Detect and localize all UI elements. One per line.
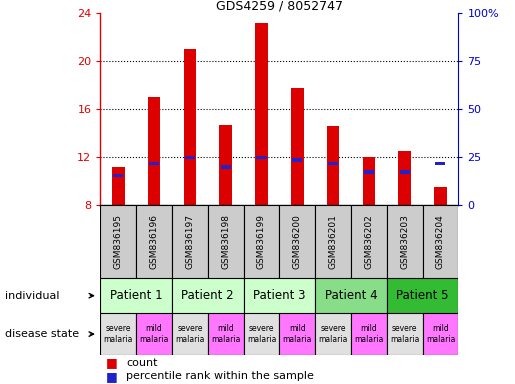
Bar [244, 313, 280, 355]
Text: mild
malaria: mild malaria [211, 324, 241, 344]
Text: severe
malaria: severe malaria [104, 324, 133, 344]
Bar [172, 205, 208, 278]
Bar [423, 313, 458, 355]
Bar [100, 313, 136, 355]
Bar [351, 313, 387, 355]
Text: GSM836201: GSM836201 [329, 215, 337, 269]
Text: severe
malaria: severe malaria [175, 324, 204, 344]
Bar [328, 162, 338, 166]
Text: severe
malaria: severe malaria [247, 324, 276, 344]
Bar [244, 205, 280, 278]
Text: mild
malaria: mild malaria [354, 324, 384, 344]
Bar [100, 278, 172, 313]
Bar [136, 205, 172, 278]
Bar [100, 205, 136, 278]
Text: GSM836202: GSM836202 [365, 215, 373, 269]
Bar [315, 205, 351, 278]
Bar [293, 158, 302, 162]
Bar [399, 151, 411, 205]
Bar [149, 162, 159, 166]
Bar [172, 278, 244, 313]
Bar [400, 170, 409, 174]
Bar [434, 187, 447, 205]
Text: GSM836198: GSM836198 [221, 214, 230, 270]
Text: GSM836197: GSM836197 [185, 214, 194, 270]
Bar [436, 162, 445, 166]
Bar [280, 205, 315, 278]
Bar [387, 205, 423, 278]
Bar [364, 170, 374, 174]
Bar [148, 98, 160, 205]
Text: percentile rank within the sample: percentile rank within the sample [126, 371, 314, 381]
Text: ■: ■ [106, 356, 117, 369]
Text: GSM836196: GSM836196 [150, 214, 159, 270]
Bar [185, 156, 195, 159]
Bar [113, 174, 123, 177]
Bar [315, 278, 387, 313]
Text: Patient 3: Patient 3 [253, 289, 305, 302]
Bar [244, 278, 315, 313]
Bar [208, 313, 244, 355]
Bar [136, 313, 172, 355]
Bar [291, 88, 303, 205]
Bar [256, 156, 266, 159]
Bar [363, 157, 375, 205]
Text: GSM836195: GSM836195 [114, 214, 123, 270]
Bar [172, 313, 208, 355]
Text: mild
malaria: mild malaria [283, 324, 312, 344]
Bar [351, 205, 387, 278]
Text: individual: individual [5, 291, 60, 301]
Bar [219, 125, 232, 205]
Text: GSM836203: GSM836203 [400, 215, 409, 269]
Text: GSM836204: GSM836204 [436, 215, 445, 269]
Bar [423, 205, 458, 278]
Bar [221, 165, 231, 169]
Bar [327, 126, 339, 205]
Bar [208, 205, 244, 278]
Text: severe
malaria: severe malaria [318, 324, 348, 344]
Text: Patient 4: Patient 4 [324, 289, 377, 302]
Bar [255, 23, 268, 205]
Bar [184, 50, 196, 205]
Text: ■: ■ [106, 370, 117, 383]
Bar [387, 313, 423, 355]
Title: GDS4259 / 8052747: GDS4259 / 8052747 [216, 0, 343, 12]
Text: Patient 5: Patient 5 [397, 289, 449, 302]
Bar [315, 313, 351, 355]
Bar [280, 313, 315, 355]
Bar [387, 278, 458, 313]
Bar [112, 167, 125, 205]
Text: Patient 1: Patient 1 [110, 289, 163, 302]
Text: mild
malaria: mild malaria [140, 324, 169, 344]
Text: GSM836199: GSM836199 [257, 214, 266, 270]
Text: Patient 2: Patient 2 [181, 289, 234, 302]
Text: disease state: disease state [5, 329, 79, 339]
Text: count: count [126, 358, 158, 368]
Text: mild
malaria: mild malaria [426, 324, 455, 344]
Text: severe
malaria: severe malaria [390, 324, 419, 344]
Text: GSM836200: GSM836200 [293, 215, 302, 269]
